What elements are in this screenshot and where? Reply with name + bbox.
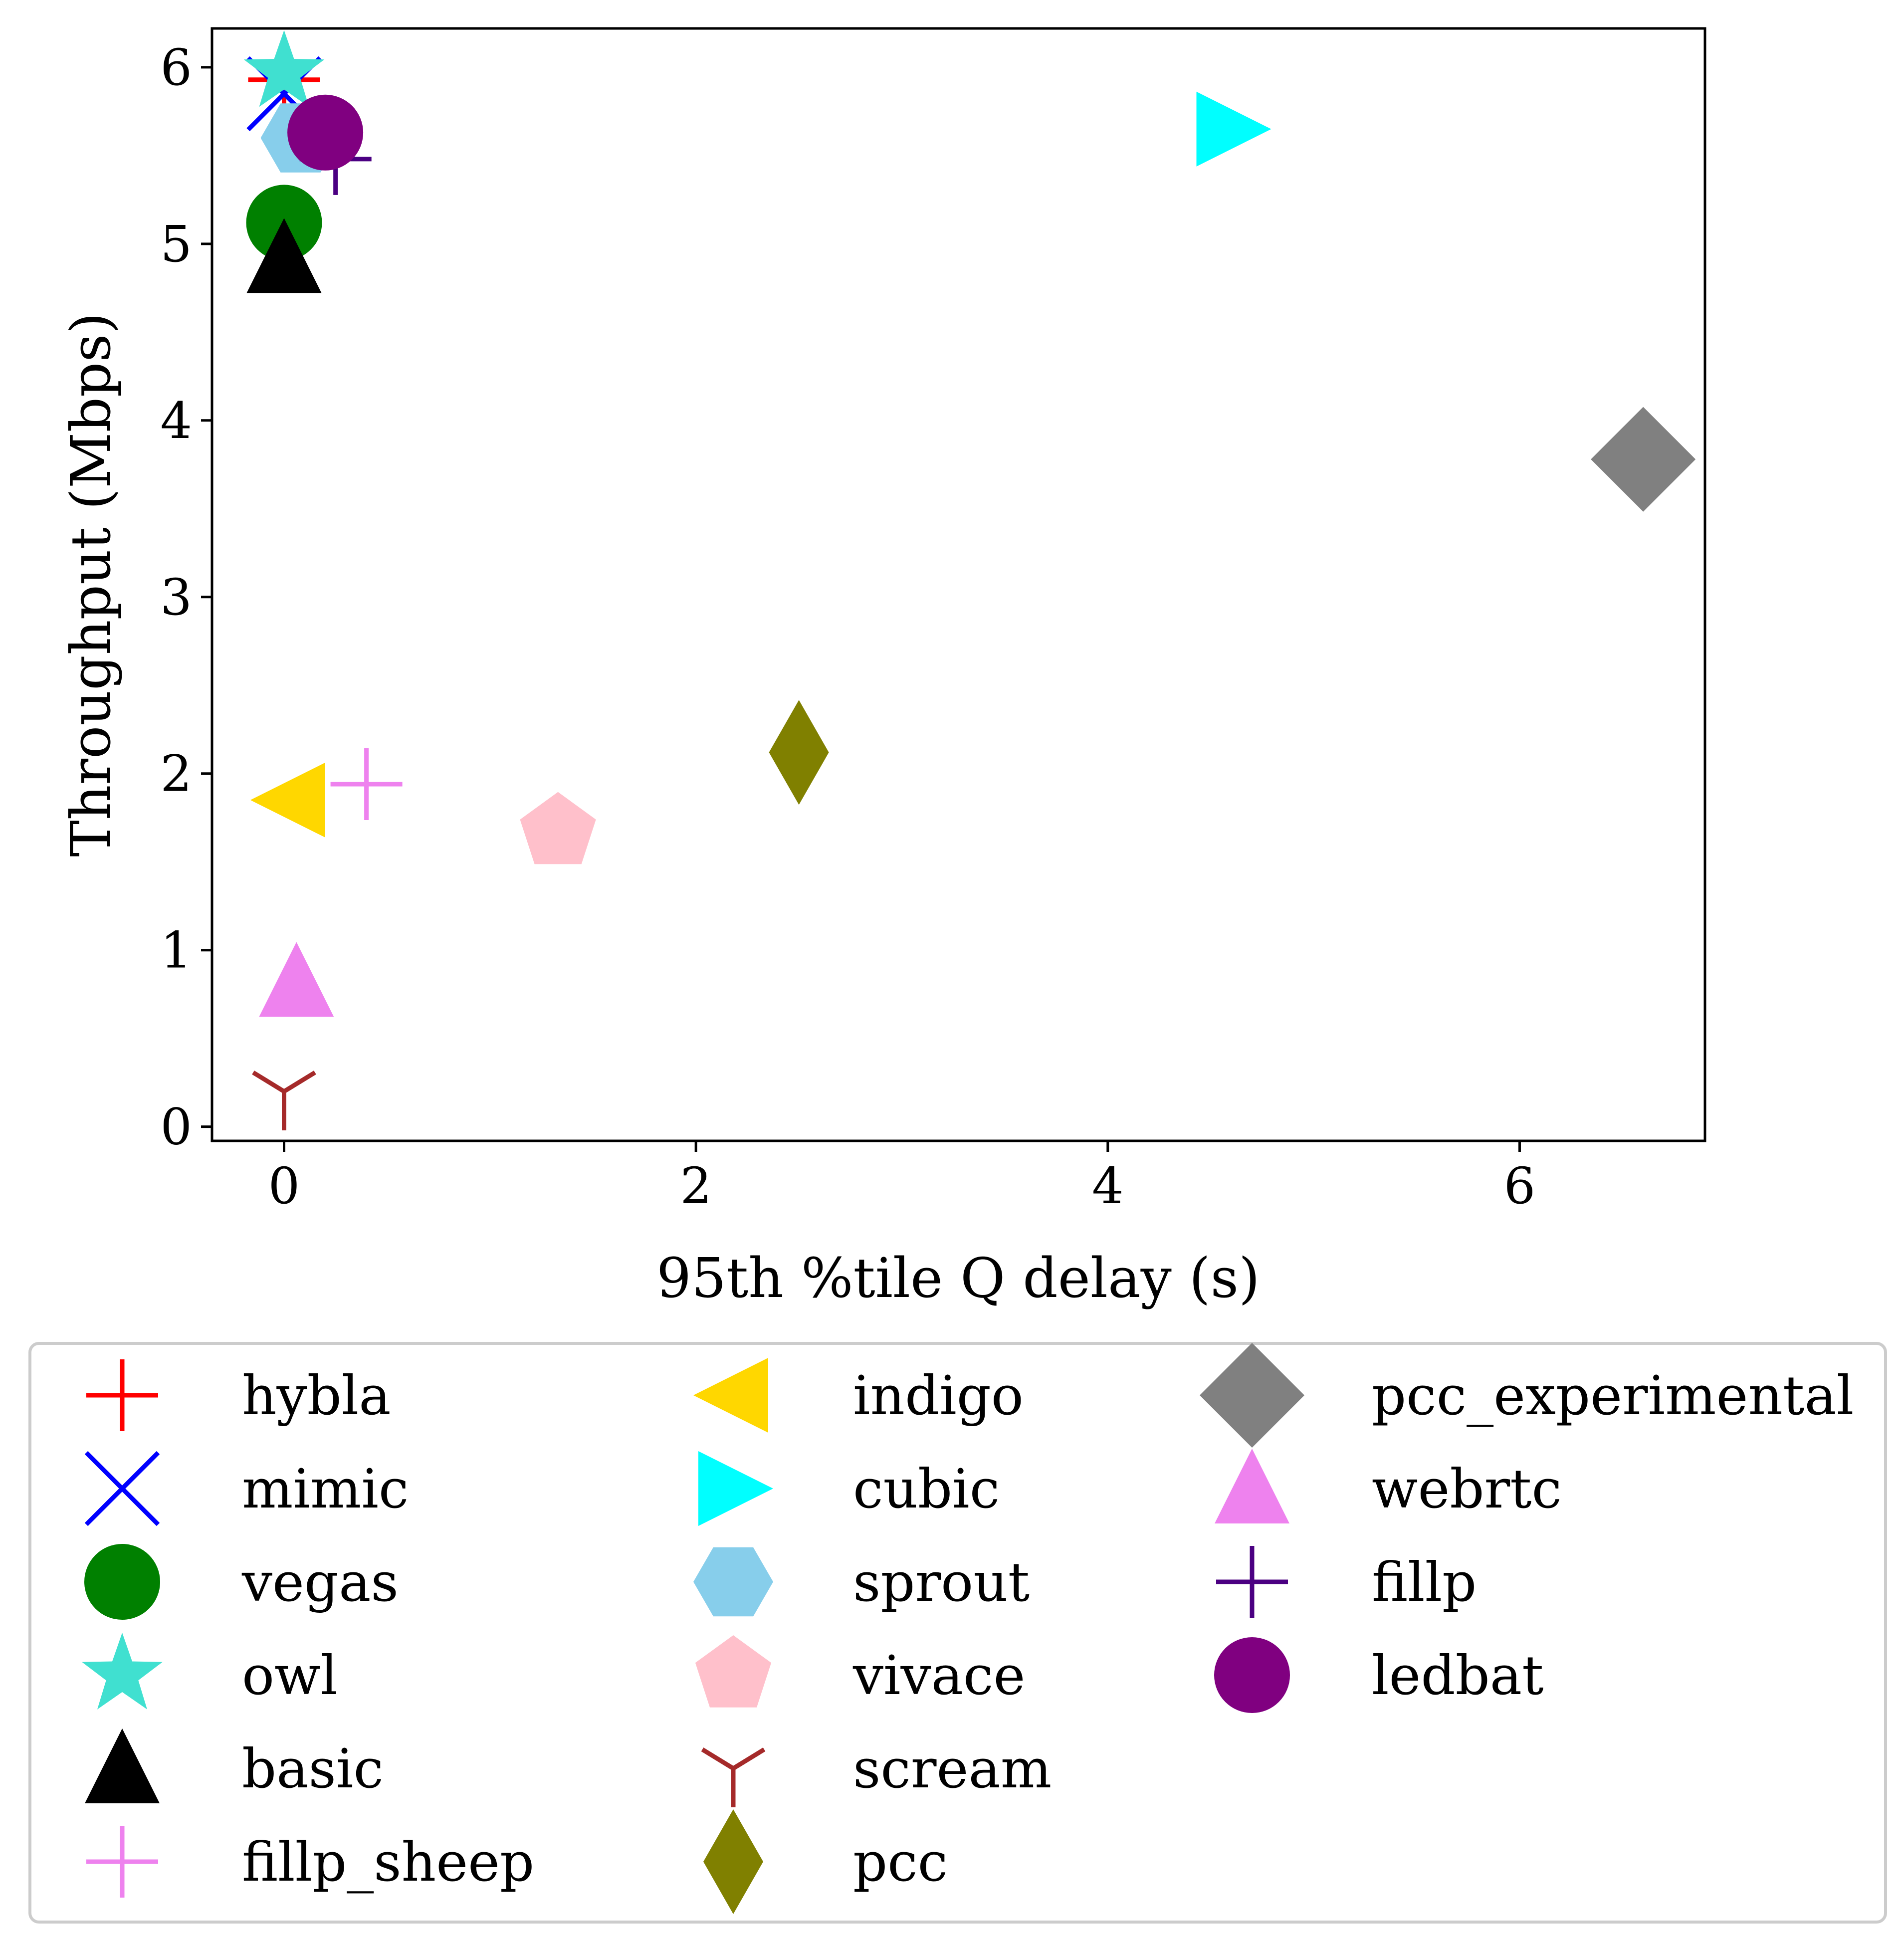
legend-label: vegas	[241, 1551, 399, 1614]
legend-marker	[84, 1544, 160, 1620]
x-tick-label: 4	[1092, 1157, 1124, 1215]
legend-item-hybla: hybla	[86, 1359, 391, 1431]
x-axis-ticks: 0 2 4 6	[268, 1141, 1536, 1215]
legend-item-scream: scream	[701, 1738, 1052, 1807]
legend-label: vivace	[852, 1645, 1025, 1707]
legend-item-webrtc: webrtc	[1215, 1449, 1562, 1523]
legend-label: fillp_sheep	[242, 1831, 534, 1894]
data-point-indigo	[250, 762, 325, 838]
data-point-cubic	[1196, 91, 1271, 167]
legend-item-basic: basic	[85, 1728, 384, 1803]
data-points	[243, 30, 1696, 1130]
y-axis-label: Throughput (Mbps)	[59, 312, 123, 857]
legend-item-fillp-sheep: fillp_sheep	[86, 1826, 534, 1898]
y-tick-label: 6	[160, 38, 192, 97]
legend-label: basic	[242, 1738, 384, 1800]
data-point-vivace	[520, 792, 596, 864]
data-point-scream	[252, 1071, 316, 1130]
legend-marker	[695, 1635, 772, 1708]
x-tick-label: 6	[1504, 1157, 1536, 1215]
legend-marker	[84, 1451, 160, 1526]
data-point-owl	[243, 30, 325, 107]
legend-label: webrtc	[1372, 1458, 1562, 1520]
y-tick-label: 3	[160, 568, 192, 627]
data-point-pcc-experimental	[1591, 407, 1696, 512]
y-tick-label: 0	[160, 1098, 192, 1156]
legend-marker	[86, 1826, 158, 1898]
legend: hybla mimic vegas owl basic fillp_sheep indigo…	[28, 1342, 1887, 1924]
legend-item-vegas: vegas	[84, 1544, 399, 1620]
plot-frame	[211, 27, 1706, 1142]
legend-label: cubic	[853, 1458, 1000, 1520]
legend-label: scream	[853, 1738, 1052, 1800]
y-tick-label: 5	[160, 215, 192, 273]
plot-area	[211, 27, 1706, 1142]
legend-label: owl	[242, 1645, 338, 1707]
legend-marker	[698, 1451, 773, 1526]
x-tick-label: 2	[680, 1157, 712, 1215]
legend-marker	[693, 1547, 773, 1617]
data-point-pcc	[769, 700, 829, 805]
legend-marker	[86, 1359, 158, 1431]
legend-marker	[693, 1358, 768, 1433]
data-point-basic	[246, 218, 322, 293]
y-tick-label: 4	[160, 392, 192, 450]
legend-label: sprout	[853, 1551, 1030, 1614]
legend-item-cubic: cubic	[698, 1451, 1000, 1526]
legend-item-pcc: pcc	[703, 1809, 948, 1914]
legend-marker	[701, 1747, 766, 1807]
data-point-webrtc	[259, 942, 334, 1017]
legend-frame	[28, 1342, 1887, 1924]
y-axis-ticks: 0 1 2 3 4 5 6	[160, 38, 212, 1156]
legend-label: pcc	[853, 1831, 948, 1894]
legend-marker	[85, 1728, 160, 1803]
legend-marker	[1214, 1637, 1290, 1713]
legend-label: pcc_experimental	[1372, 1365, 1854, 1427]
legend-item-mimic: mimic	[84, 1451, 409, 1526]
legend-item-vivace: vivace	[695, 1635, 1025, 1708]
y-tick-label: 1	[160, 921, 192, 980]
legend-label: ledbat	[1372, 1645, 1544, 1707]
legend-label: indigo	[853, 1365, 1024, 1427]
legend-marker	[1200, 1343, 1304, 1448]
data-point-ledbat	[287, 94, 364, 171]
legend-item-pcc-experimental: pcc_experimental	[1200, 1343, 1854, 1448]
legend-marker	[1216, 1546, 1288, 1618]
x-tick-label: 0	[268, 1157, 300, 1215]
legend-label: mimic	[242, 1458, 409, 1520]
data-point-fillp-sheep	[330, 748, 403, 820]
legend-item-indigo: indigo	[693, 1358, 1024, 1433]
legend-item-sprout: sprout	[693, 1547, 1030, 1617]
legend-label: hybla	[242, 1365, 391, 1427]
legend-marker	[82, 1633, 163, 1710]
legend-item-ledbat: ledbat	[1214, 1637, 1544, 1713]
legend-marker	[1215, 1449, 1289, 1523]
legend-label: fillp	[1372, 1551, 1477, 1614]
legend-marker	[703, 1809, 763, 1914]
legend-item-fillp: fillp	[1216, 1546, 1477, 1618]
legend-item-owl: owl	[82, 1633, 338, 1710]
y-tick-label: 2	[160, 745, 192, 803]
x-axis-label: 95th %tile Q delay (s)	[656, 1246, 1260, 1310]
